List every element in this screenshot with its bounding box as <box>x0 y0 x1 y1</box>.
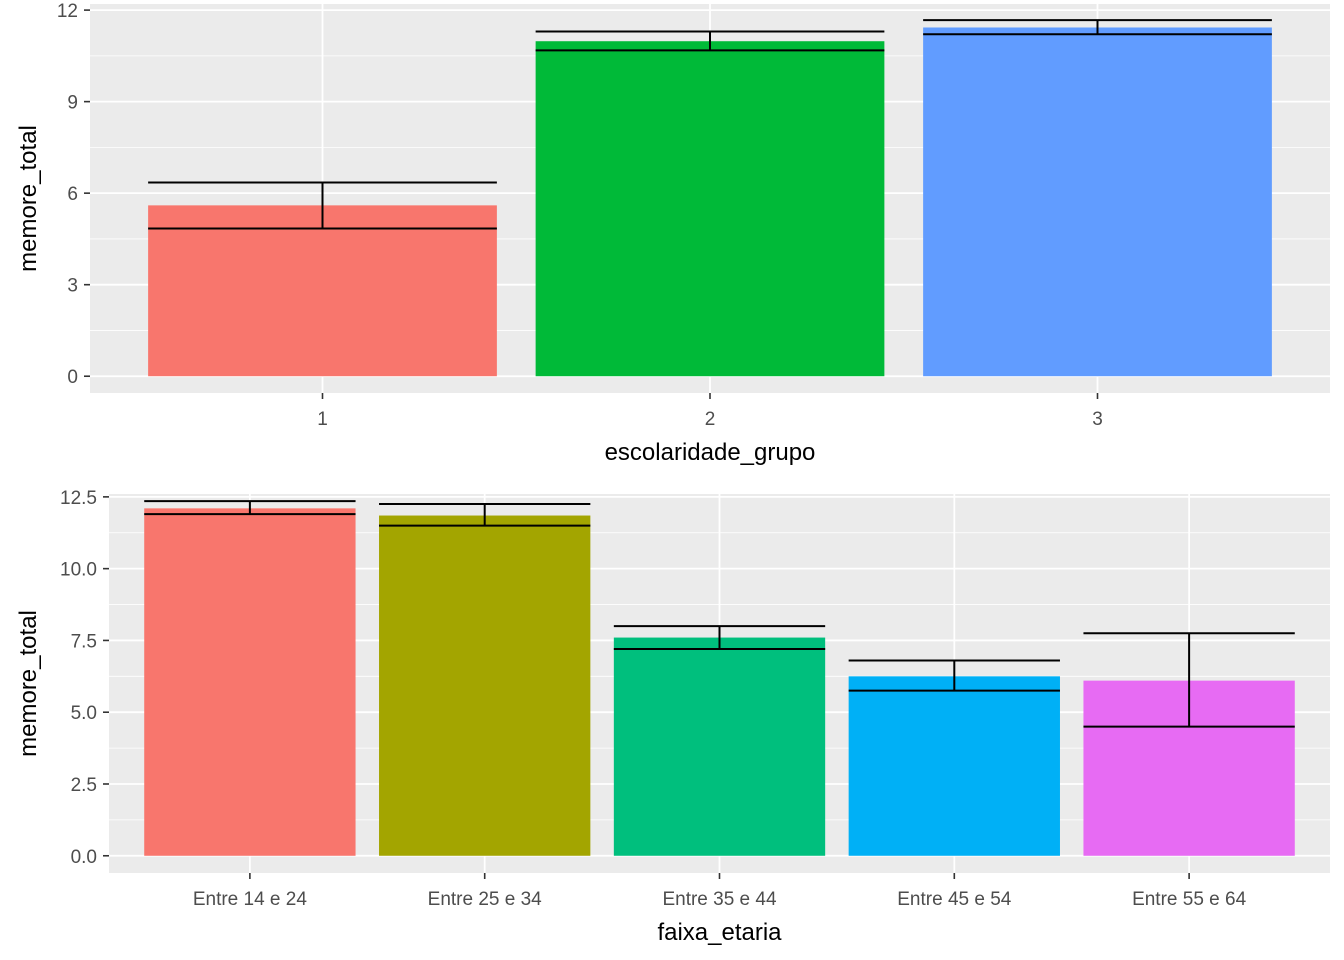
x-tick-label: 2 <box>705 409 716 430</box>
error-bar <box>1083 632 1295 728</box>
error-bar <box>379 503 591 527</box>
y-tick-label: 7.5 <box>71 631 97 652</box>
x-tick-label: Entre 55 e 64 <box>1132 889 1247 910</box>
x-tick-label: Entre 14 e 24 <box>193 889 308 910</box>
x-tick-label: 1 <box>317 409 328 430</box>
y-tick-label: 10.0 <box>60 560 97 581</box>
error-bar <box>148 181 497 230</box>
y-tick-label: 12 <box>57 1 78 22</box>
bar <box>613 637 826 856</box>
x-tick-label: Entre 25 e 34 <box>428 889 543 910</box>
y-tick-label: 3 <box>67 276 78 297</box>
bar <box>535 41 885 377</box>
y-tick-label: 6 <box>67 184 78 205</box>
x-tick-label: Entre 45 e 54 <box>897 889 1012 910</box>
x-axis-title: faixa_etaria <box>657 919 782 946</box>
y-tick-label: 9 <box>67 93 78 114</box>
error-bar <box>535 30 885 52</box>
bar <box>148 205 497 377</box>
error-bar <box>144 500 356 516</box>
y-axis-title: memore_total <box>15 610 42 757</box>
error-bar <box>923 19 1272 36</box>
y-tick-label: 2.5 <box>71 775 97 796</box>
y-tick-label: 5.0 <box>71 703 97 724</box>
bar <box>923 27 1272 377</box>
bar <box>379 515 591 856</box>
y-tick-label: 0 <box>67 367 78 388</box>
x-tick-label: 3 <box>1092 409 1103 430</box>
bar <box>144 508 356 856</box>
y-tick-label: 0.0 <box>71 847 97 868</box>
bar <box>848 676 1060 856</box>
x-axis-title: escolaridade_grupo <box>605 439 816 466</box>
y-tick-label: 12.5 <box>60 488 97 509</box>
error-bar <box>848 659 1060 692</box>
x-tick-label: Entre 35 e 44 <box>662 889 777 910</box>
chart-faixa-etaria: 0.0 2.5 5.0 7.5 10.0 12.5 Entre 14 e 24 Entre 2… <box>15 488 1330 946</box>
y-axis-title: memore_total <box>15 125 42 272</box>
error-bar <box>613 625 826 651</box>
